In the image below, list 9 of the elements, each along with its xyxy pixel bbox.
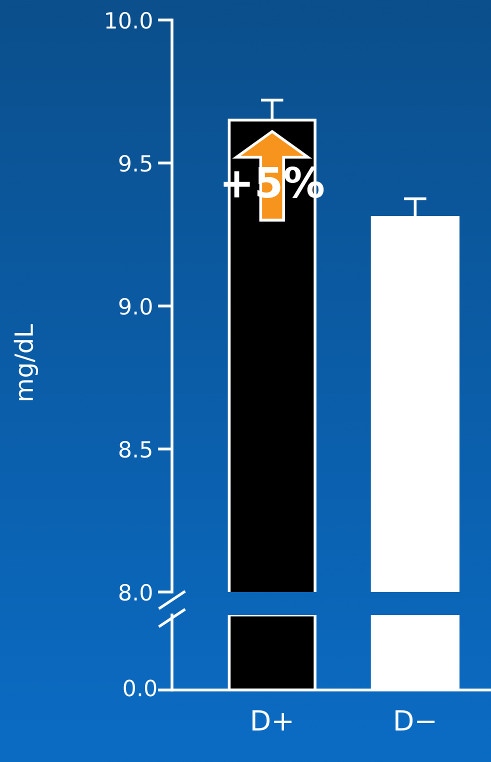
y-tick-label: 9.5: [119, 154, 152, 172]
text: 0.0: [124, 680, 156, 696]
x-tick-label: D−: [396, 710, 435, 731]
y-tick-label: 10.0: [106, 12, 152, 29]
y-tick-label: 8.5: [119, 440, 152, 458]
y-tick-label: 8.0: [119, 584, 152, 601]
y-axis-title: mg/dL: [14, 324, 38, 400]
x-tick-label: D+: [252, 710, 292, 731]
y-tick-label: 9.0: [119, 298, 152, 315]
